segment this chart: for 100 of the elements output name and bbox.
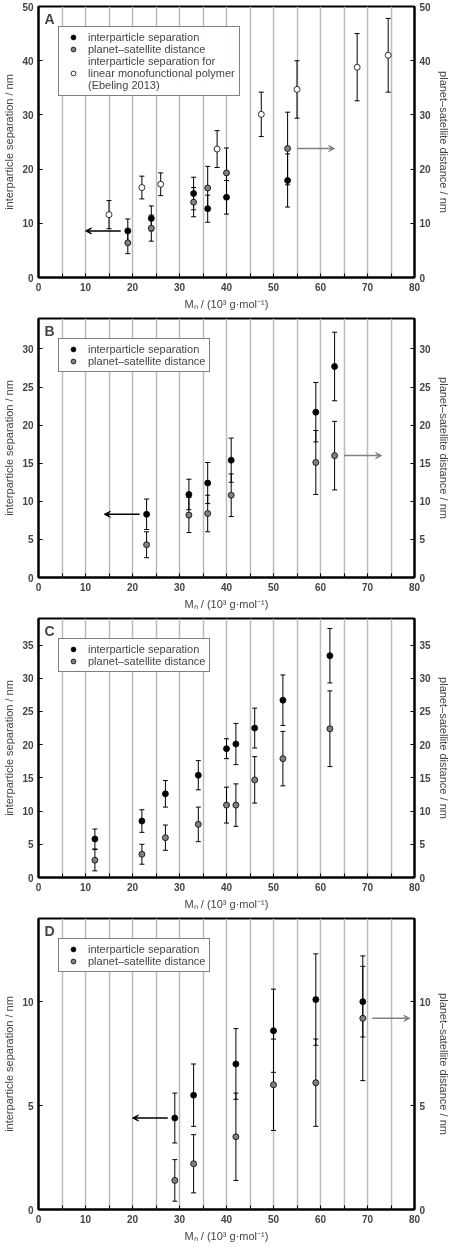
x-tick-label: 10 — [79, 581, 92, 593]
point — [204, 479, 212, 487]
point — [312, 1079, 320, 1087]
point — [331, 363, 338, 370]
y-tick-label: 25 — [22, 706, 34, 718]
y-tick-label: 50 — [22, 1, 34, 13]
x-tick-label: 60 — [314, 581, 327, 593]
x-axis-title: Mₙ / (10³ g·mol⁻¹) — [184, 1229, 269, 1242]
x-tick-label: 50 — [267, 581, 280, 593]
point — [190, 1091, 197, 1099]
y2-tick-label: 0 — [419, 872, 426, 884]
x-axis-title: Mₙ / (10³ g·mol⁻¹) — [184, 297, 269, 310]
y2-tick-label: 0 — [419, 572, 426, 584]
point — [232, 1133, 240, 1141]
y-tick-label: 25 — [22, 382, 34, 394]
legend-label: interparticle separation — [88, 643, 200, 655]
y-axis-title: interparticle separation / nm — [3, 380, 16, 516]
y-axis-title: interparticle separation / nm — [3, 996, 16, 1132]
point — [213, 145, 221, 153]
x-tick-label: 0 — [35, 881, 42, 893]
x-tick-label: 10 — [79, 1213, 92, 1225]
x-tick-label: 20 — [126, 581, 139, 593]
x-tick-label: 70 — [361, 581, 374, 593]
point — [157, 180, 165, 188]
y2-tick-label: 5 — [419, 534, 426, 546]
point — [293, 86, 301, 93]
y2-tick-label: 40 — [419, 55, 432, 67]
y2-axis-title: planet–satellite distance / nm — [437, 377, 450, 519]
point — [204, 510, 212, 517]
y2-axis-title: planet–satellite distance / nm — [437, 71, 450, 213]
chart-title: B — [44, 322, 55, 339]
point — [312, 996, 320, 1003]
y2-tick-label: 15 — [419, 772, 432, 784]
y2-tick-label: 20 — [419, 420, 432, 432]
y2-tick-label: 20 — [419, 739, 432, 751]
x-tick-label: 40 — [220, 581, 233, 593]
x-tick-label: 0 — [35, 581, 42, 593]
point — [312, 408, 320, 416]
point — [279, 755, 287, 763]
y2-tick-label: 5 — [419, 839, 426, 851]
y-tick-label: 15 — [22, 772, 34, 784]
point — [223, 801, 230, 809]
y-tick-label: 10 — [22, 496, 34, 508]
y2-tick-label: 15 — [419, 458, 432, 470]
legend-label: planet–satellite distance — [88, 655, 206, 667]
legend-label: interparticle separation — [88, 343, 200, 355]
legend-label: interparticle separation — [88, 943, 200, 955]
x-tick-label: 40 — [220, 1213, 233, 1225]
y2-tick-label: 30 — [419, 673, 432, 685]
point — [190, 1160, 197, 1168]
x-tick-label: 30 — [173, 281, 186, 293]
x-tick-label: 10 — [79, 881, 92, 893]
x-tick-label: 0 — [35, 281, 42, 293]
x-tick-label: 80 — [408, 881, 421, 893]
point — [326, 652, 334, 660]
point — [223, 745, 230, 753]
y2-tick-label: 25 — [419, 706, 432, 718]
y-tick-label: 0 — [27, 272, 34, 284]
x-tick-label: 20 — [126, 881, 139, 893]
x-tick-label: 0 — [35, 1213, 42, 1225]
point — [232, 801, 240, 809]
point — [384, 51, 392, 59]
legend-label: planet–satellite distance — [88, 355, 206, 367]
y2-tick-label: 50 — [419, 1, 432, 13]
point — [232, 740, 240, 748]
x-tick-label: 60 — [314, 881, 327, 893]
x-tick-label: 50 — [267, 1213, 280, 1225]
x-tick-label: 20 — [126, 1213, 139, 1225]
y2-tick-label: 10 — [419, 996, 432, 1008]
point — [227, 456, 235, 464]
x-tick-label: 60 — [314, 1213, 327, 1225]
point — [138, 817, 146, 825]
x-tick-label: 40 — [220, 881, 233, 893]
point — [251, 724, 259, 732]
chart-title: C — [44, 622, 55, 639]
point — [204, 205, 212, 213]
y2-tick-label: 0 — [419, 272, 426, 284]
y-tick-label: 30 — [22, 109, 34, 121]
point — [223, 169, 230, 177]
x-axis-title: Mₙ / (10³ g·mol⁻¹) — [184, 597, 269, 610]
point — [143, 510, 150, 518]
chart-title: A — [44, 10, 55, 27]
x-axis-title: Mₙ / (10³ g·mol⁻¹) — [184, 897, 269, 910]
y-tick-label: 20 — [22, 739, 34, 751]
point — [171, 1114, 179, 1122]
y2-axis-title: planet–satellite distance / nm — [437, 677, 450, 819]
point — [105, 211, 113, 219]
y-tick-label: 5 — [27, 534, 34, 546]
y-tick-label: 10 — [22, 806, 34, 818]
y-tick-label: 30 — [22, 673, 34, 685]
point — [331, 452, 338, 460]
x-tick-label: 30 — [173, 881, 186, 893]
x-tick-label: 70 — [361, 281, 374, 293]
y-tick-label: 0 — [27, 1204, 34, 1216]
y-tick-label: 5 — [27, 1100, 34, 1112]
point — [279, 696, 287, 704]
x-tick-label: 20 — [126, 281, 139, 293]
point — [190, 198, 197, 206]
y-tick-label: 10 — [22, 218, 34, 230]
point — [251, 776, 259, 784]
